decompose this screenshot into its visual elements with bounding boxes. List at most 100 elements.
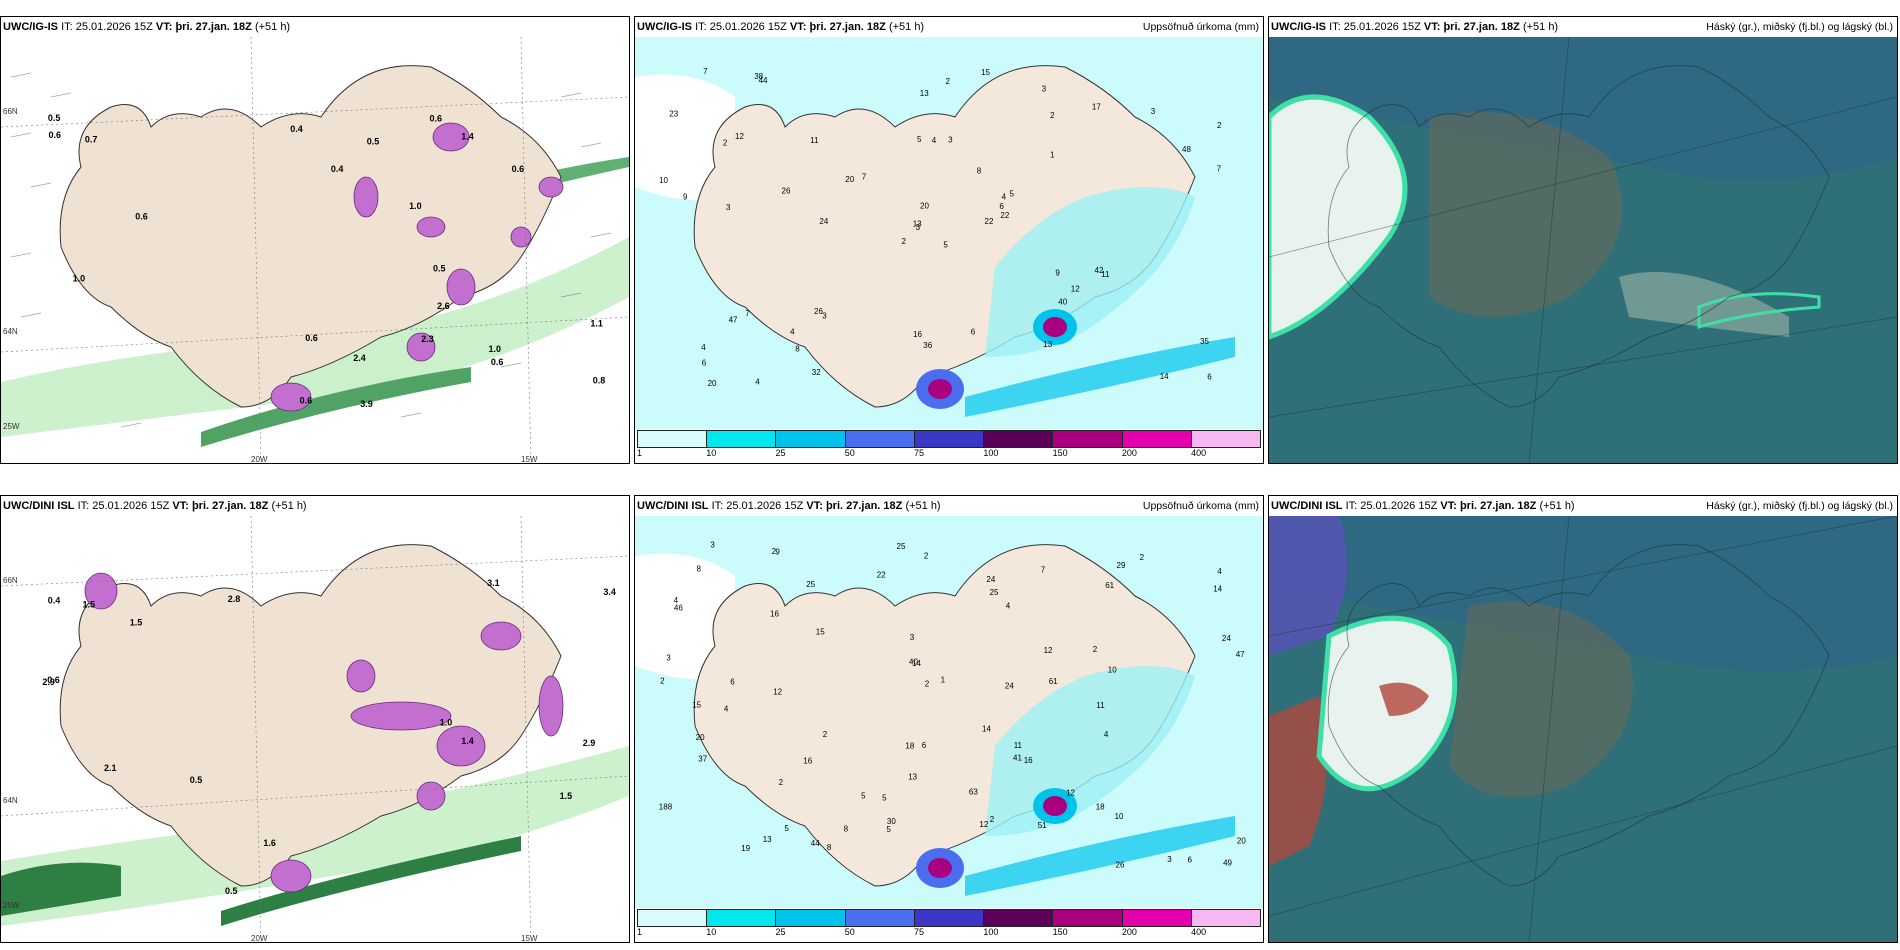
- precip-value: 1.5: [83, 600, 96, 610]
- precip-value: 0.6: [135, 211, 148, 221]
- panel-title: Uppsöfnuð úrkoma (mm): [1142, 500, 1259, 512]
- accum-value: 22: [985, 217, 994, 226]
- lon-label: 15W: [521, 455, 538, 464]
- accum-value: 5: [882, 793, 887, 802]
- accum-value: 5: [943, 241, 948, 250]
- accum-value: 4: [724, 705, 729, 714]
- precip-colorbar: [637, 430, 1261, 448]
- accum-value: 6: [1188, 856, 1193, 865]
- accum-value: 4: [674, 596, 679, 605]
- accum-value: 22: [1000, 211, 1009, 220]
- accum-value: 5: [886, 825, 891, 834]
- accum-value: 1: [941, 676, 946, 685]
- accum-value: 13: [763, 835, 772, 844]
- accum-value: 12: [1071, 285, 1080, 294]
- precip-value: 0.7: [85, 135, 98, 145]
- accum-value: 10: [1115, 812, 1124, 821]
- accum-value: 47: [1236, 650, 1245, 659]
- precip-value: 0.6: [300, 396, 313, 406]
- accum-value: 42: [1095, 266, 1104, 275]
- lon-label: 20W: [251, 455, 268, 464]
- accum-value: 7: [862, 173, 867, 182]
- lat-label: 66N: [3, 107, 18, 116]
- accum-value: 35: [1200, 337, 1209, 346]
- accum-value: 2: [660, 677, 665, 686]
- accum-value: 10: [1108, 666, 1117, 675]
- accum-value: 4: [755, 377, 760, 386]
- accum-value: 2: [902, 237, 907, 246]
- precip-value: 0.5: [367, 136, 380, 146]
- precip-value: 1.6: [263, 838, 276, 848]
- accum-value: 15: [981, 68, 990, 77]
- lat-label: 64N: [3, 796, 18, 805]
- colorbar-swatch: [1191, 431, 1260, 447]
- accum-value: 25: [990, 588, 999, 597]
- accum-value: 16: [1024, 756, 1033, 765]
- accum-value: 20: [845, 175, 854, 184]
- accum-value: 38: [754, 72, 763, 81]
- colorbar-swatch: [1191, 910, 1260, 926]
- accum-value: 5: [917, 135, 922, 144]
- accum-value: 12: [735, 132, 744, 141]
- iceland-land: [59, 65, 562, 408]
- accum-precip-map: 2 2 2 4 4 3 4 4 3 2 1 4 25 46 16 2 2 15 14 13 12 10 14 14 5 2 11 9 8…: [635, 516, 1263, 908]
- panel-dini-accum-precip: UWC/DINI ISL IT: 25.01.2026 15Z VT: þri.…: [634, 495, 1264, 943]
- accum-value: 14: [912, 659, 921, 668]
- accum-value: 36: [923, 341, 932, 350]
- panel-header: UWC/DINI ISL IT: 25.01.2026 15Z VT: þri.…: [637, 500, 941, 512]
- colorbar-swatch: [638, 431, 708, 447]
- accum-value: 2: [1093, 645, 1098, 654]
- precip-value: 0.6: [305, 333, 318, 343]
- precip-value: 2.6: [437, 301, 450, 311]
- accum-value: 8: [844, 825, 849, 834]
- accum-value: 46: [674, 604, 683, 613]
- accum-value: 19: [741, 844, 750, 853]
- lat-label: 66N: [3, 576, 18, 585]
- accum-value: 4: [1006, 602, 1011, 611]
- accum-value: 63: [969, 787, 978, 796]
- accum-value: 6: [702, 358, 707, 367]
- lat-label: 25W: [3, 901, 20, 910]
- precip-value: 1.5: [560, 791, 573, 801]
- accum-value: 44: [811, 839, 820, 848]
- precip-value: 0.5: [433, 264, 446, 274]
- panel-dini-wind-precip: UWC/DINI ISL IT: 25.01.2026 15Z VT: þri.…: [0, 495, 630, 943]
- accum-value: 20: [1237, 837, 1246, 846]
- accum-value: 20: [920, 202, 929, 211]
- accum-value: 26: [782, 187, 791, 196]
- accum-value: 2: [823, 730, 828, 739]
- panel-dini-cloud-cover: UWC/DINI ISL IT: 25.01.2026 15Z VT: þri.…: [1268, 495, 1898, 943]
- accum-value: 12: [1066, 788, 1075, 797]
- accum-precip-map: 5 2 3 4 4 3 3 3 2 22 44 6 3 2 2 1 4 5 8 7 7 6 8 4 5 11 12 13 9 9 7 13 16…: [635, 37, 1263, 429]
- panel-header: UWC/DINI ISL IT: 25.01.2026 15Z VT: þri.…: [3, 500, 307, 512]
- accum-value: 7: [1041, 565, 1046, 574]
- accum-value: 13: [908, 773, 917, 782]
- accum-value: 8: [697, 564, 702, 573]
- colorbar-swatch: [776, 431, 846, 447]
- accum-value: 11: [810, 136, 819, 145]
- accum-value: 25: [806, 580, 815, 589]
- precip-value: 0.5: [48, 113, 61, 123]
- accum-value: 41: [1013, 753, 1022, 762]
- accum-value: 3: [1167, 855, 1172, 864]
- accum-value: 6: [730, 678, 735, 687]
- accum-value: 2: [1050, 111, 1055, 120]
- colorbar-swatch: [707, 910, 777, 926]
- accum-value: 30: [887, 817, 896, 826]
- accum-value: 188: [659, 802, 673, 811]
- panel-igis-cloud-cover: UWC/IG-IS IT: 25.01.2026 15Z VT: þri. 27…: [1268, 16, 1898, 464]
- accum-value: 7: [1217, 165, 1222, 174]
- accum-value: 3: [822, 312, 827, 321]
- precip-value: 1.1: [590, 319, 603, 329]
- accum-value: 3: [910, 633, 915, 642]
- colorbar-swatch: [845, 431, 915, 447]
- precip-value: 3.9: [360, 399, 373, 409]
- accum-value: 24: [1005, 681, 1014, 690]
- accum-value: 4: [1104, 730, 1109, 739]
- accum-value: 18: [1096, 802, 1105, 811]
- accum-value: 2: [1140, 553, 1145, 562]
- accum-value: 14: [982, 725, 991, 734]
- panel-header: UWC/IG-IS IT: 25.01.2026 15Z VT: þri. 27…: [3, 21, 291, 33]
- precip-value: 0.6: [430, 114, 443, 124]
- panel-title: Háský (gr.), miðský (fj.bl.) og lágský (…: [1706, 21, 1893, 33]
